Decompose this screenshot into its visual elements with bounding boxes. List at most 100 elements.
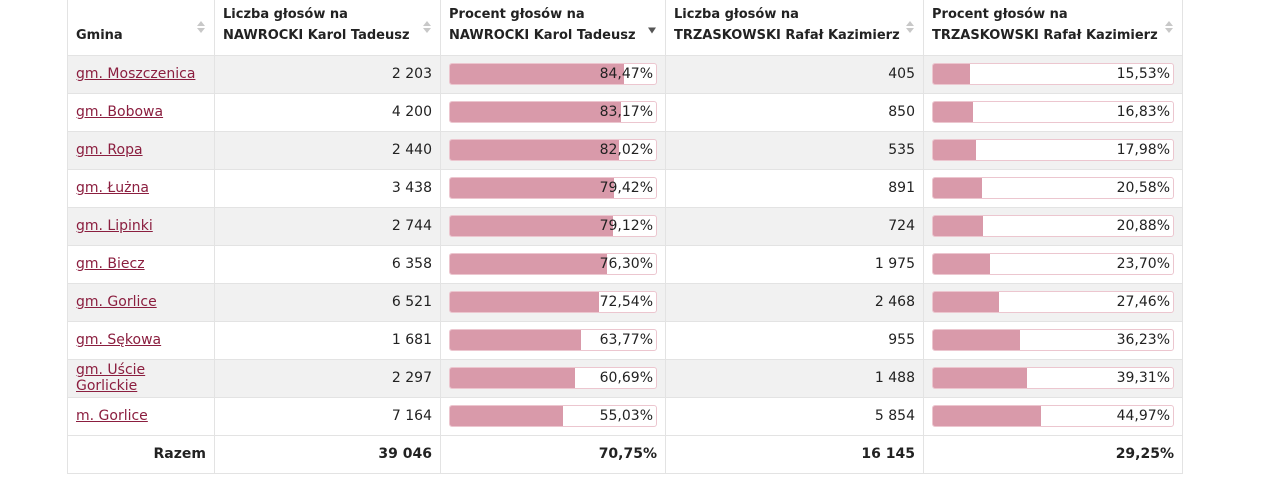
gmina-link[interactable]: gm. Sękowa bbox=[76, 332, 162, 348]
sort-icon[interactable] bbox=[423, 21, 431, 34]
nawrocki-votes-cell: 1 681 bbox=[214, 320, 441, 360]
percent-bar: 76,30% bbox=[449, 253, 657, 275]
percent-value: 20,88% bbox=[1116, 218, 1170, 234]
percent-bar: 39,31% bbox=[932, 367, 1174, 389]
nawrocki-percent-cell: 72,54% bbox=[440, 282, 666, 322]
nawrocki-votes-cell: 2 297 bbox=[214, 358, 441, 398]
gmina-link[interactable]: gm. Łużna bbox=[76, 180, 149, 196]
percent-value: 15,53% bbox=[1116, 66, 1170, 82]
sort-icon[interactable] bbox=[197, 21, 205, 34]
percent-bar: 15,53% bbox=[932, 63, 1174, 85]
trzaskowski-votes-cell: 850 bbox=[665, 92, 924, 132]
nawrocki-percent-cell: 82,02% bbox=[440, 130, 666, 170]
table-row: m. Gorlice 7 164 55,03% 5 854 44,97% bbox=[67, 396, 1183, 436]
percent-value: 82,02% bbox=[599, 142, 653, 158]
header-line2: NAWROCKI Karol Tadeusz bbox=[223, 27, 410, 43]
percent-bar: 36,23% bbox=[932, 329, 1174, 351]
header-line1: Procent głosów na bbox=[932, 6, 1068, 22]
header-line1: Procent głosów na bbox=[449, 6, 585, 22]
percent-bar-fill bbox=[450, 330, 582, 350]
table-row: gm. Lipinki 2 744 79,12% 724 20,88% bbox=[67, 206, 1183, 246]
percent-bar: 84,47% bbox=[449, 63, 657, 85]
trzaskowski-votes-cell: 1 488 bbox=[665, 358, 924, 398]
gmina-cell: gm. Łużna bbox=[67, 168, 215, 208]
table-row: gm. Gorlice 6 521 72,54% 2 468 27,46% bbox=[67, 282, 1183, 322]
percent-bar-fill bbox=[933, 254, 990, 274]
percent-bar-fill bbox=[933, 140, 977, 160]
nawrocki-percent-cell: 76,30% bbox=[440, 244, 666, 284]
trzaskowski-votes-cell: 1 975 bbox=[665, 244, 924, 284]
percent-bar: 20,58% bbox=[932, 177, 1174, 199]
table-row: gm. Biecz 6 358 76,30% 1 975 23,70% bbox=[67, 244, 1183, 284]
percent-bar: 17,98% bbox=[932, 139, 1174, 161]
percent-bar-fill bbox=[933, 102, 974, 122]
percent-value: 72,54% bbox=[599, 294, 653, 310]
column-header-gmina[interactable]: Gmina bbox=[67, 0, 215, 56]
table-row: gm. Sękowa 1 681 63,77% 955 36,23% bbox=[67, 320, 1183, 360]
percent-bar-fill bbox=[933, 330, 1020, 350]
column-header-trzaskowski-percent[interactable]: Procent głosów na TRZASKOWSKI Rafał Kazim… bbox=[923, 0, 1183, 56]
percent-bar-fill bbox=[933, 216, 984, 236]
percent-bar: 79,12% bbox=[449, 215, 657, 237]
percent-bar-fill bbox=[450, 368, 576, 388]
column-header-trzaskowski-votes[interactable]: Liczba głosów na TRZASKOWSKI Rafał Kazimi… bbox=[665, 0, 924, 56]
nawrocki-percent-cell: 79,42% bbox=[440, 168, 666, 208]
trzaskowski-percent-cell: 20,58% bbox=[923, 168, 1183, 208]
gmina-link[interactable]: gm. Lipinki bbox=[76, 218, 153, 234]
percent-value: 27,46% bbox=[1116, 294, 1170, 310]
percent-bar-fill bbox=[450, 140, 619, 160]
trzaskowski-votes-cell: 724 bbox=[665, 206, 924, 246]
trzaskowski-votes-cell: 891 bbox=[665, 168, 924, 208]
percent-bar: 55,03% bbox=[449, 405, 657, 427]
percent-value: 20,58% bbox=[1116, 180, 1170, 196]
column-header-nawrocki-percent[interactable]: Procent głosów na NAWROCKI Karol Tadeusz bbox=[440, 0, 666, 56]
nawrocki-votes-cell: 3 438 bbox=[214, 168, 441, 208]
trzaskowski-percent-cell: 39,31% bbox=[923, 358, 1183, 398]
gmina-link[interactable]: gm. Biecz bbox=[76, 256, 145, 272]
percent-bar-fill bbox=[450, 254, 608, 274]
trzaskowski-percent-cell: 15,53% bbox=[923, 54, 1183, 94]
nawrocki-percent-cell: 63,77% bbox=[440, 320, 666, 360]
total-label: Razem bbox=[67, 434, 215, 474]
percent-value: 17,98% bbox=[1116, 142, 1170, 158]
total-nawrocki-percent: 70,75% bbox=[440, 434, 666, 474]
trzaskowski-votes-cell: 2 468 bbox=[665, 282, 924, 322]
nawrocki-votes-cell: 6 358 bbox=[214, 244, 441, 284]
percent-bar-fill bbox=[450, 292, 600, 312]
percent-bar: 20,88% bbox=[932, 215, 1174, 237]
total-nawrocki-votes: 39 046 bbox=[214, 434, 441, 474]
nawrocki-percent-cell: 60,69% bbox=[440, 358, 666, 398]
trzaskowski-percent-cell: 20,88% bbox=[923, 206, 1183, 246]
percent-value: 83,17% bbox=[599, 104, 653, 120]
gmina-link[interactable]: gm. Moszczenica bbox=[76, 66, 196, 82]
table-header: Gmina Liczba głosów na NAWROCKI Karol Tad… bbox=[67, 0, 1183, 56]
sort-icon[interactable] bbox=[1165, 21, 1173, 34]
percent-value: 79,42% bbox=[599, 180, 653, 196]
gmina-link[interactable]: gm. Uście Gorlickie bbox=[76, 362, 146, 394]
results-table: Gmina Liczba głosów na NAWROCKI Karol Tad… bbox=[67, 0, 1183, 474]
percent-bar: 82,02% bbox=[449, 139, 657, 161]
percent-value: 63,77% bbox=[599, 332, 653, 348]
trzaskowski-votes-cell: 5 854 bbox=[665, 396, 924, 436]
table-row: gm. Bobowa 4 200 83,17% 850 16,83% bbox=[67, 92, 1183, 132]
percent-bar-fill bbox=[450, 216, 613, 236]
gmina-link[interactable]: m. Gorlice bbox=[76, 408, 148, 424]
percent-bar: 60,69% bbox=[449, 367, 657, 389]
trzaskowski-percent-cell: 36,23% bbox=[923, 320, 1183, 360]
gmina-cell: gm. Moszczenica bbox=[67, 54, 215, 94]
table-row: gm. Uście Gorlickie 2 297 60,69% 1 488 39,31… bbox=[67, 358, 1183, 398]
gmina-link[interactable]: gm. Bobowa bbox=[76, 104, 164, 120]
gmina-link[interactable]: gm. Gorlice bbox=[76, 294, 157, 310]
percent-bar: 79,42% bbox=[449, 177, 657, 199]
percent-value: 55,03% bbox=[599, 408, 653, 424]
nawrocki-votes-cell: 6 521 bbox=[214, 282, 441, 322]
table-body: gm. Moszczenica 2 203 84,47% 405 15,53% gm. B… bbox=[67, 54, 1183, 474]
header-line1: Liczba głosów na bbox=[674, 6, 799, 22]
percent-bar-fill bbox=[450, 64, 624, 84]
percent-value: 79,12% bbox=[599, 218, 653, 234]
gmina-link[interactable]: gm. Ropa bbox=[76, 142, 143, 158]
percent-bar: 23,70% bbox=[932, 253, 1174, 275]
sort-icon[interactable] bbox=[906, 21, 914, 34]
sort-desc-icon[interactable] bbox=[648, 21, 656, 34]
column-header-nawrocki-votes[interactable]: Liczba głosów na NAWROCKI Karol Tadeusz bbox=[214, 0, 441, 56]
